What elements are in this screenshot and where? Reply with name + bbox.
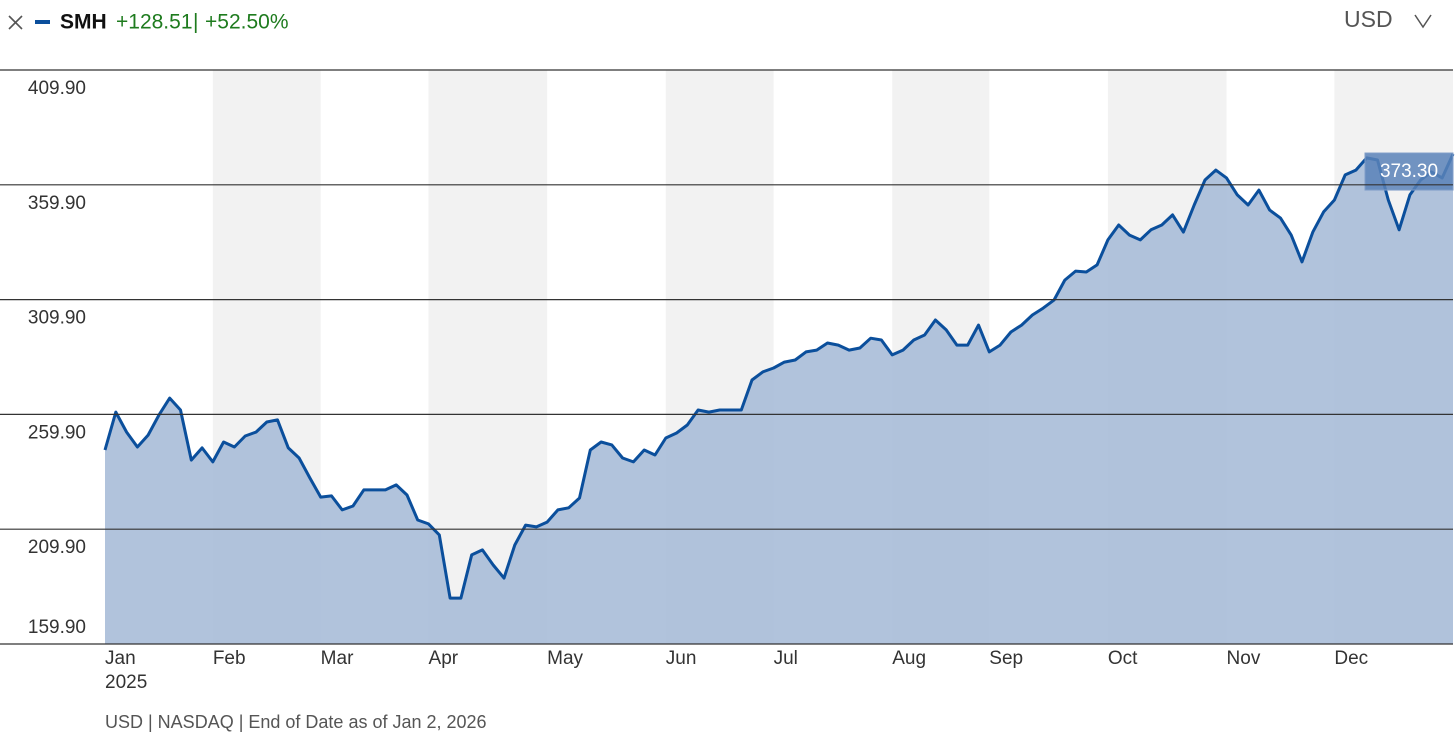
x-tick-label: Jan	[105, 648, 136, 669]
x-tick-label: Nov	[1227, 648, 1261, 669]
plot: 373.30 159.90 209.90 259.90 309.90 359.90 409.…	[0, 69, 1455, 693]
dropdown-arrow	[1414, 14, 1432, 29]
y-tick-label: 259.90	[28, 422, 86, 443]
y-tick-label: 359.90	[28, 193, 86, 214]
change: +128.51	[116, 11, 193, 34]
x-year-label: 2025	[105, 672, 147, 693]
y-tick-label: 309.90	[28, 308, 86, 329]
value-label: 373.30	[1380, 161, 1438, 182]
x-tick-label: Aug	[892, 648, 926, 669]
area	[105, 154, 1453, 644]
x-tick-label: Jul	[774, 648, 798, 669]
y-tick-label: 159.90	[28, 617, 86, 638]
legend-symbol: SMH	[60, 11, 107, 34]
currency: USD	[1344, 6, 1393, 32]
line	[103, 153, 1455, 600]
y-tick-label: 209.90	[28, 537, 86, 558]
footnote: USD | NASDAQ | End of Date as of Jan 2, …	[105, 712, 487, 732]
close-icon[interactable]	[8, 15, 23, 30]
x-tick-label: Jun	[666, 648, 697, 669]
y-tick-label: 409.90	[28, 78, 86, 99]
separator: |	[193, 11, 198, 34]
x-tick-label: Feb	[213, 648, 246, 669]
value-badge	[1364, 152, 1454, 191]
x-tick-label: May	[547, 648, 583, 669]
x-tick-label: Mar	[321, 648, 354, 669]
x-tick-label: Apr	[429, 648, 459, 669]
x-tick-label: Dec	[1334, 648, 1368, 669]
x-tick-label: Sep	[989, 648, 1023, 669]
currency-dropdown[interactable]: USD	[1344, 6, 1432, 32]
change-pct: +52.50%	[205, 11, 289, 34]
x-tick-label: Oct	[1108, 648, 1138, 669]
